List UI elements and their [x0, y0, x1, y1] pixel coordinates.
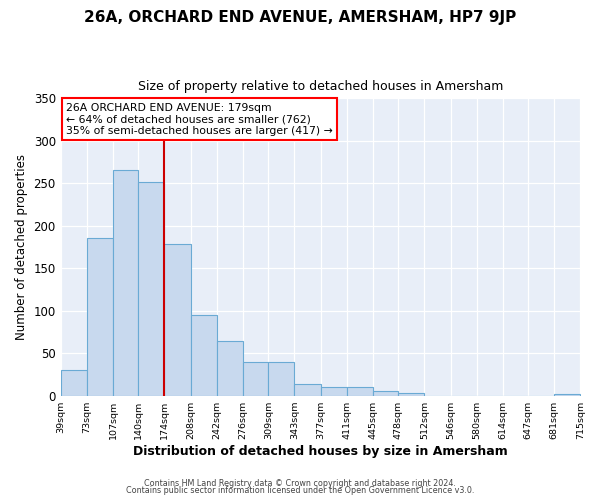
Bar [554, 394, 580, 396]
Text: 26A, ORCHARD END AVENUE, AMERSHAM, HP7 9JP: 26A, ORCHARD END AVENUE, AMERSHAM, HP7 9… [84, 10, 516, 25]
Title: Size of property relative to detached houses in Amersham: Size of property relative to detached ho… [138, 80, 503, 93]
X-axis label: Distribution of detached houses by size in Amersham: Distribution of detached houses by size … [133, 444, 508, 458]
Bar [217, 341, 243, 396]
Bar [164, 244, 191, 396]
Bar [87, 238, 113, 396]
Bar [61, 370, 87, 396]
Bar [191, 315, 217, 396]
Text: Contains public sector information licensed under the Open Government Licence v3: Contains public sector information licen… [126, 486, 474, 495]
Bar [320, 387, 347, 396]
Y-axis label: Number of detached properties: Number of detached properties [15, 154, 28, 340]
Bar [398, 393, 424, 396]
Text: Contains HM Land Registry data © Crown copyright and database right 2024.: Contains HM Land Registry data © Crown c… [144, 478, 456, 488]
Bar [139, 182, 164, 396]
Text: 26A ORCHARD END AVENUE: 179sqm
← 64% of detached houses are smaller (762)
35% of: 26A ORCHARD END AVENUE: 179sqm ← 64% of … [66, 103, 332, 136]
Bar [243, 362, 268, 396]
Bar [373, 392, 398, 396]
Bar [347, 387, 373, 396]
Bar [295, 384, 320, 396]
Bar [268, 362, 295, 396]
Bar [113, 170, 139, 396]
